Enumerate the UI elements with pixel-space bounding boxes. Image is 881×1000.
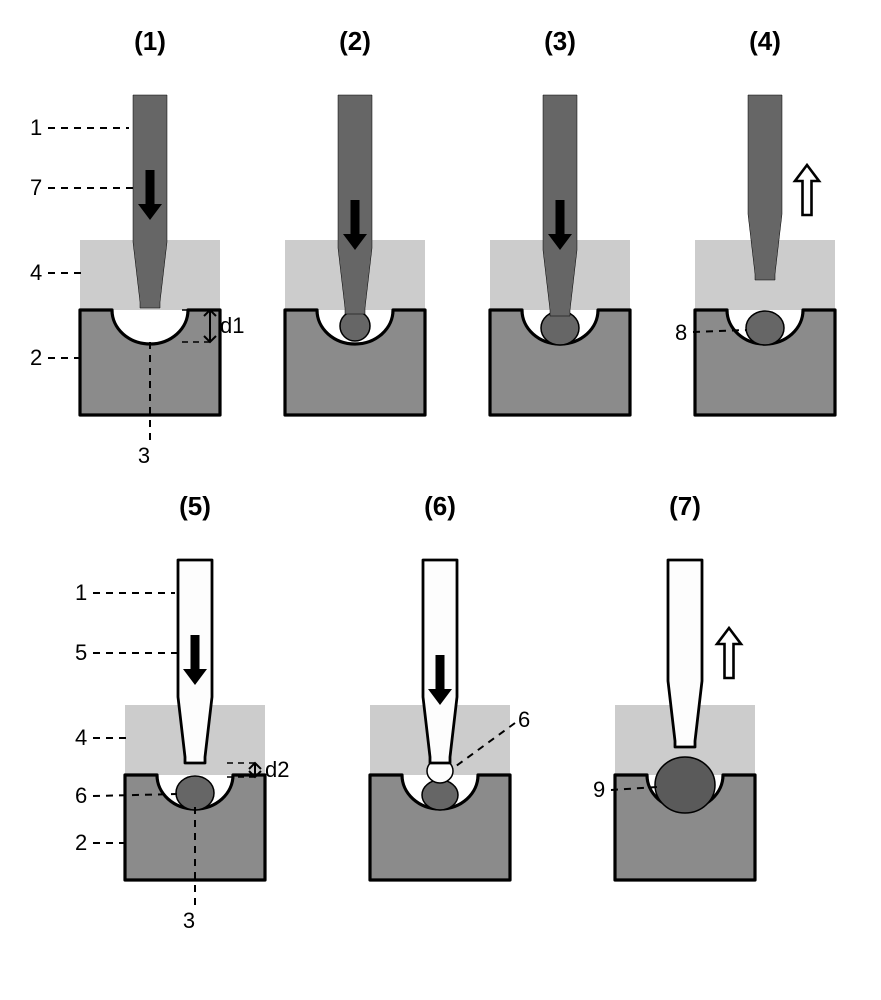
callout-4: 4 [30, 260, 42, 285]
callout-1b: 1 [75, 580, 87, 605]
step-label: (4) [749, 26, 781, 56]
droplet-emerging [340, 311, 370, 341]
dim-label: d2 [265, 757, 289, 782]
callout-8: 8 [675, 320, 687, 345]
callout-3b: 3 [183, 908, 195, 933]
arrow-up [795, 165, 819, 215]
callout-4b: 4 [75, 725, 87, 750]
step-label: (3) [544, 26, 576, 56]
callout-1: 1 [30, 115, 42, 140]
droplet-deposited [746, 311, 784, 345]
step-label: (6) [424, 491, 456, 521]
callout-6: 6 [75, 783, 87, 808]
callout-3: 3 [138, 443, 150, 468]
dim-label: d1 [220, 313, 244, 338]
injector-dark [748, 95, 782, 280]
step-label: (1) [134, 26, 166, 56]
injector-light [668, 560, 702, 747]
step-label: (2) [339, 26, 371, 56]
callout-6b: 6 [518, 707, 530, 732]
step-label: (7) [669, 491, 701, 521]
callout-5: 5 [75, 640, 87, 665]
arrow-up [717, 628, 741, 678]
callout-2b: 2 [75, 830, 87, 855]
step-label: (5) [179, 491, 211, 521]
droplet-existing [176, 776, 214, 810]
callout-9: 9 [593, 777, 605, 802]
callout-7: 7 [30, 175, 42, 200]
droplet-merged [655, 757, 715, 813]
callout-2: 2 [30, 345, 42, 370]
droplet-lower [422, 780, 458, 810]
